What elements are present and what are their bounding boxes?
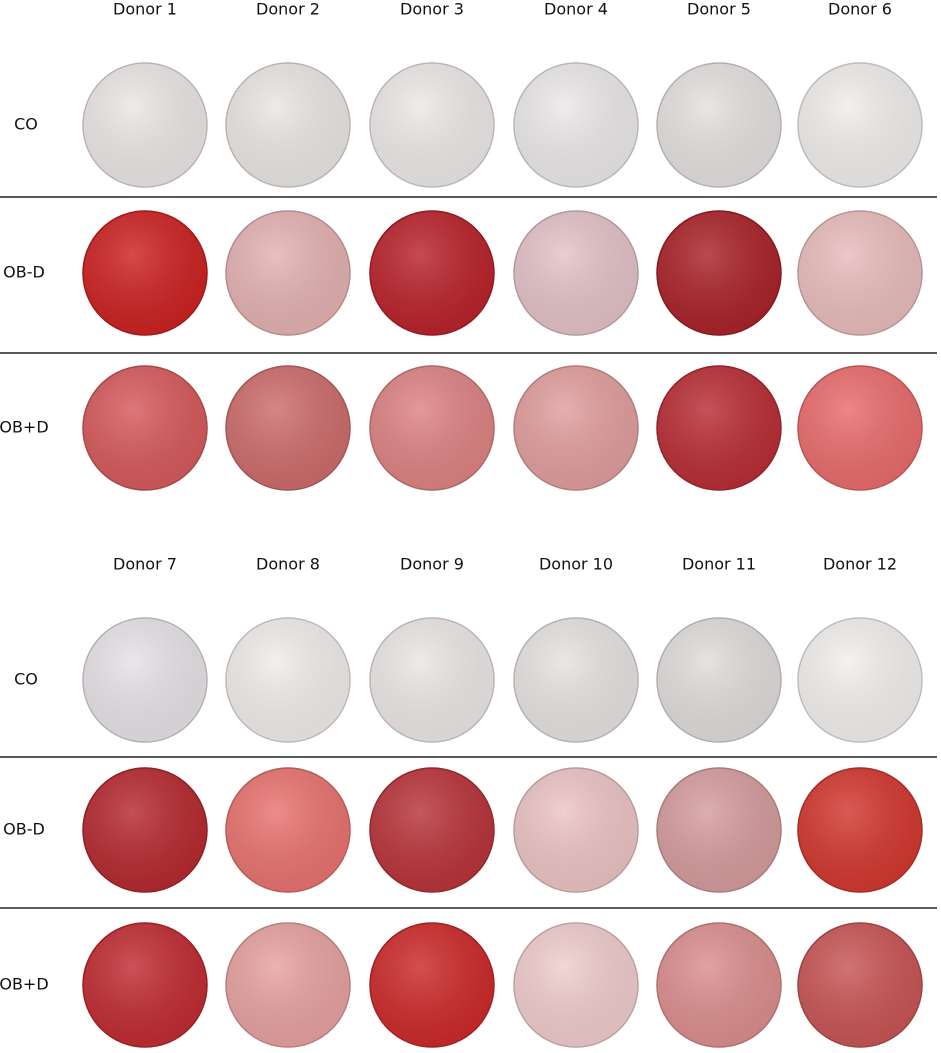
well-shading [515, 924, 637, 1046]
well-shading [371, 619, 493, 741]
donor-label: Donor 8 [256, 555, 320, 574]
donor-label: Donor 3 [400, 0, 464, 19]
well-shading [227, 212, 349, 334]
row-label: CO [14, 670, 38, 689]
row-label: OB-D [3, 820, 45, 839]
well-shading [227, 367, 349, 489]
well-shading [84, 924, 206, 1046]
donor-label: Donor 6 [828, 0, 892, 19]
well-shading [658, 212, 780, 334]
row-label: OB+D [0, 975, 49, 994]
donor-label: Donor 12 [823, 555, 897, 574]
well-shading [515, 367, 637, 489]
well-shading [658, 367, 780, 489]
well-shading [799, 769, 921, 891]
well-shading [371, 367, 493, 489]
well-shading [371, 769, 493, 891]
well-shading [658, 769, 780, 891]
well-shading [227, 619, 349, 741]
well-shading [84, 367, 206, 489]
well-shading [515, 212, 637, 334]
donor-label: Donor 7 [113, 555, 177, 574]
well-shading [227, 769, 349, 891]
donor-label: Donor 11 [682, 555, 756, 574]
donor-label: Donor 9 [400, 555, 464, 574]
well-shading [227, 924, 349, 1046]
well-shading [515, 769, 637, 891]
donor-label: Donor 1 [113, 0, 177, 19]
well-shading [227, 64, 349, 186]
well-shading [515, 619, 637, 741]
well-shading [799, 64, 921, 186]
donor-label: Donor 10 [539, 555, 613, 574]
donor-label: Donor 5 [687, 0, 751, 19]
well-shading [84, 619, 206, 741]
well-shading [799, 212, 921, 334]
row-label: CO [14, 115, 38, 134]
well-shading [84, 64, 206, 186]
donor-label: Donor 4 [544, 0, 608, 19]
well-shading [84, 212, 206, 334]
well-shading [799, 367, 921, 489]
well-shading [515, 64, 637, 186]
well-shading [799, 619, 921, 741]
well-shading [371, 924, 493, 1046]
row-label: OB+D [0, 418, 49, 437]
well-shading [84, 769, 206, 891]
well-shading [658, 64, 780, 186]
well-shading [658, 924, 780, 1046]
well-shading [799, 924, 921, 1046]
well-shading [658, 619, 780, 741]
well-shading [371, 212, 493, 334]
donor-label: Donor 2 [256, 0, 320, 19]
well-shading [371, 64, 493, 186]
row-label: OB-D [3, 263, 45, 282]
